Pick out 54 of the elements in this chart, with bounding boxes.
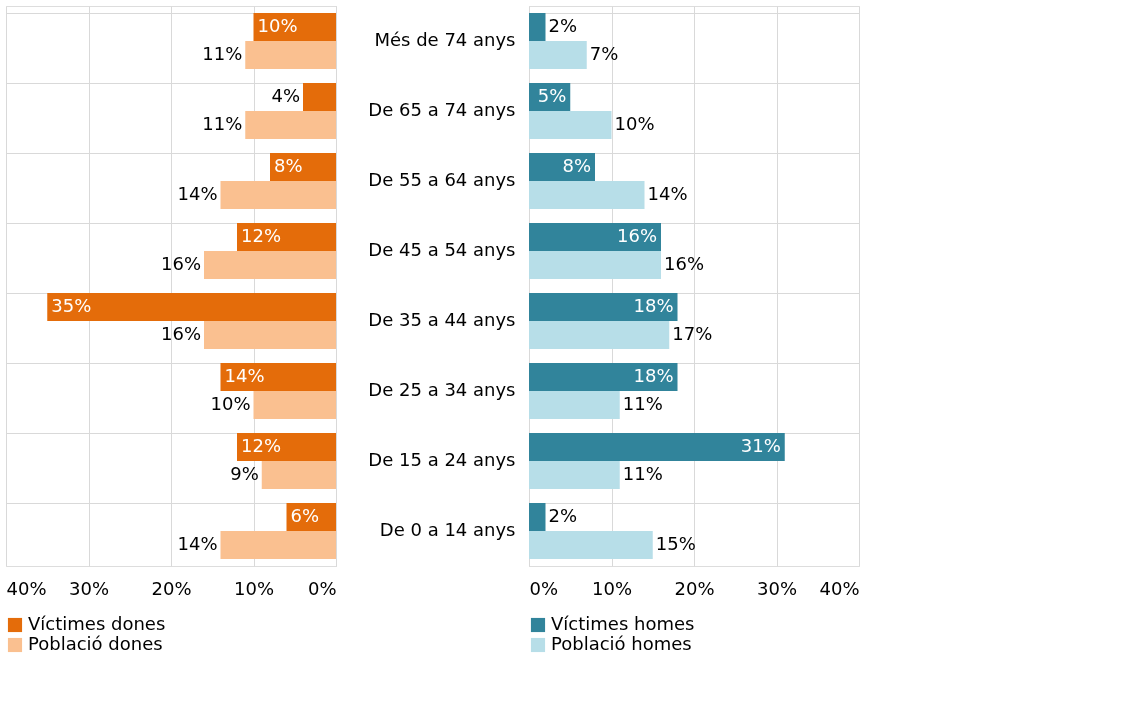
legend-label: Població dones — [28, 633, 163, 654]
x-tick-label: 40% — [819, 577, 860, 599]
data-label: 11% — [202, 43, 243, 64]
x-tick-label: 30% — [756, 577, 798, 599]
data-label: 4% — [271, 85, 300, 106]
y-tick-label: De 25 a 34 anys — [368, 379, 516, 400]
data-label: 16% — [664, 253, 705, 274]
y-tick-label: De 55 a 64 anys — [368, 169, 516, 190]
data-label: 16% — [160, 323, 201, 344]
legend-label: Víctimes homes — [551, 613, 695, 634]
data-label: 2% — [548, 15, 578, 36]
data-label: 18% — [633, 295, 674, 316]
data-label: 15% — [655, 533, 696, 554]
y-tick-label: De 45 a 54 anys — [368, 239, 516, 260]
data-label: 7% — [589, 43, 619, 64]
x-tick-label: 0% — [307, 577, 337, 599]
data-label: 8% — [274, 155, 303, 176]
x-tick-label: 20% — [151, 577, 192, 599]
data-label: 11% — [622, 393, 663, 414]
data-label: 16% — [160, 253, 201, 274]
y-tick-label: De 15 a 24 anys — [368, 449, 516, 470]
data-label: 2% — [548, 505, 578, 526]
data-label: 14% — [177, 533, 218, 554]
x-tick-label: 0% — [529, 577, 559, 599]
x-tick-label: 10% — [591, 577, 633, 599]
x-tick-label: 10% — [233, 577, 275, 599]
data-label: 17% — [672, 323, 713, 344]
legend-label: Víctimes dones — [28, 613, 166, 634]
data-label: 8% — [562, 155, 591, 176]
data-label: 6% — [290, 505, 320, 526]
data-label: 14% — [647, 183, 688, 204]
data-label: 16% — [616, 225, 657, 246]
data-label: 12% — [241, 435, 282, 456]
data-label: 18% — [633, 365, 674, 386]
data-label: 9% — [230, 463, 259, 484]
y-tick-label: De 35 a 44 anys — [368, 309, 516, 330]
data-label: 5% — [537, 85, 567, 106]
y-tick-label: Més de 74 anys — [374, 29, 516, 50]
x-tick-label: 40% — [6, 577, 47, 599]
data-label: 35% — [51, 295, 92, 316]
data-label: 14% — [177, 183, 218, 204]
data-label: 31% — [740, 435, 781, 456]
data-label: 10% — [257, 15, 298, 36]
data-label: 11% — [202, 113, 243, 134]
data-label: 11% — [622, 463, 663, 484]
x-tick-label: 20% — [674, 577, 715, 599]
data-label: 10% — [210, 393, 251, 414]
x-tick-label: 30% — [68, 577, 110, 599]
data-label: 14% — [224, 365, 265, 386]
data-label: 10% — [614, 113, 655, 134]
data-label: 12% — [241, 225, 282, 246]
y-tick-label: De 65 a 74 anys — [368, 99, 516, 120]
legend-label: Població homes — [551, 633, 692, 654]
y-tick-label: De 0 a 14 anys — [379, 519, 516, 540]
